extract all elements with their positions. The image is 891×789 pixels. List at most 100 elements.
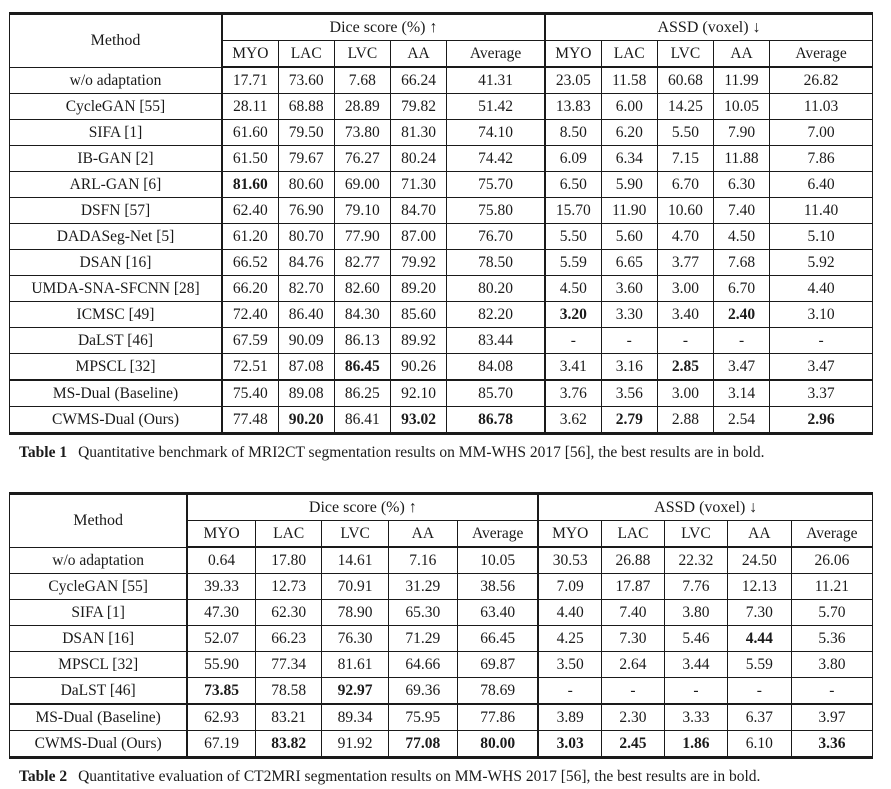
dice-cell: 80.00	[456, 730, 539, 758]
table-row: CycleGAN [55] 28.11 68.88 28.89 79.82 51.42 13…	[9, 93, 873, 120]
dice-cell: 90.26	[389, 353, 448, 381]
assd-cell: 7.86	[769, 145, 873, 172]
assd-cell: 1.86	[663, 730, 728, 758]
method-cell: DSAN [16]	[9, 249, 223, 276]
assd-cell: 6.10	[726, 730, 792, 758]
dice-group-header: Dice score (%) ↑	[221, 13, 546, 41]
dice-cell: 84.76	[277, 249, 335, 276]
assd-cell: 4.50	[712, 223, 771, 250]
assd-cell: 2.96	[769, 406, 873, 434]
dice-group-header: Dice score (%) ↑	[186, 493, 539, 521]
dice-cell: 39.33	[186, 573, 256, 600]
dice-cell: 66.45	[456, 625, 539, 652]
assd-cell: -	[726, 677, 792, 705]
dice-cell: 69.00	[333, 171, 391, 198]
assd-cell: 7.40	[712, 197, 771, 224]
method-cell: DSAN [16]	[9, 625, 188, 652]
assd-cell: 2.79	[600, 406, 658, 434]
column-header: LVC	[321, 520, 389, 548]
assd-cell: 3.80	[790, 651, 874, 678]
method-cell: MPSCL [32]	[9, 651, 188, 678]
header-group-row: Method Dice score (%) ↑ ASSD (voxel) ↓	[9, 493, 874, 548]
dice-cell: 31.29	[387, 573, 458, 600]
method-cell: IB-GAN [2]	[9, 145, 223, 172]
method-cell: CycleGAN [55]	[9, 573, 188, 600]
dice-cell: 62.93	[186, 703, 256, 731]
dice-cell: 93.02	[389, 406, 448, 434]
dice-cell: 73.80	[333, 119, 391, 146]
assd-cell: 3.50	[537, 651, 602, 678]
assd-cell: 8.50	[544, 119, 602, 146]
dice-cell: 61.60	[221, 119, 279, 146]
dice-cell: 89.08	[277, 379, 335, 407]
results-table-ct2mri: Method Dice score (%) ↑ ASSD (voxel) ↓ MYO L…	[9, 492, 874, 759]
table-row: DaLST [46] 67.59 90.09 86.13 89.92 83.44- - - - -	[9, 327, 873, 354]
assd-cell: 3.76	[544, 379, 602, 407]
table-row: MS-Dual (Baseline) 75.40 89.08 86.25 92.10 85…	[9, 379, 873, 407]
method-cell: DaLST [46]	[9, 677, 188, 705]
assd-cell: 6.37	[726, 703, 792, 731]
assd-cell: 3.56	[600, 379, 658, 407]
assd-cell: 5.50	[544, 223, 602, 250]
table-row: CWMS-Dual (Ours) 67.19 83.82 91.92 77.08 80.0…	[9, 730, 874, 758]
dice-cell: 79.67	[277, 145, 335, 172]
dice-cell: 86.78	[446, 406, 546, 434]
dice-cell: 47.30	[186, 599, 256, 626]
table-row: MPSCL [32] 55.90 77.34 81.61 64.66 69.87 3.50 2…	[9, 651, 874, 678]
method-cell: MS-Dual (Baseline)	[9, 379, 223, 407]
assd-cell: 4.70	[656, 223, 714, 250]
dice-cell: 79.10	[333, 197, 391, 224]
dice-cell: 62.30	[254, 599, 323, 626]
table-row: SIFA [1] 47.30 62.30 78.90 65.30 63.40 4.40 7.4…	[9, 599, 874, 626]
dice-cell: 92.97	[321, 677, 389, 705]
assd-cell: 6.40	[769, 171, 873, 198]
dice-cell: 82.70	[277, 275, 335, 302]
dice-cell: 83.82	[254, 730, 323, 758]
assd-cell: 4.25	[537, 625, 602, 652]
column-header: LVC	[656, 40, 714, 68]
method-cell: CycleGAN [55]	[9, 93, 223, 120]
table-2-block: Method Dice score (%) ↑ ASSD (voxel) ↓ MYO L…	[9, 492, 882, 787]
assd-cell: -	[663, 677, 728, 705]
header-group-row: Method Dice score (%) ↑ ASSD (voxel) ↓	[9, 13, 874, 68]
column-header: MYO	[537, 520, 602, 548]
assd-cell: 26.06	[790, 546, 874, 574]
dice-cell: 76.30	[321, 625, 389, 652]
table-row: DaLST [46] 73.85 78.58 92.97 69.36 78.69- - - - -	[9, 677, 874, 705]
assd-cell: 3.14	[712, 379, 771, 407]
dice-cell: 38.56	[456, 573, 539, 600]
dice-cell: 72.51	[221, 353, 279, 381]
assd-cell: 3.62	[544, 406, 602, 434]
method-cell: SIFA [1]	[9, 599, 188, 626]
assd-cell: -	[544, 327, 602, 354]
assd-cell: 2.54	[712, 406, 771, 434]
table-row: w/o adaptation 17.71 73.60 7.68 66.24 41.31 23…	[9, 66, 873, 94]
assd-group-header: ASSD (voxel) ↓	[537, 493, 874, 521]
dice-cell: 79.92	[389, 249, 448, 276]
assd-cell: 11.90	[600, 197, 658, 224]
method-column-header: Method	[9, 13, 223, 68]
table-row: UMDA-SNA-SFCNN [28] 66.20 82.70 82.60 89.20 8…	[9, 275, 873, 302]
method-cell: MS-Dual (Baseline)	[9, 703, 188, 731]
table-1-caption-text: Quantitative benchmark of MRI2CT segment…	[78, 444, 765, 461]
dice-cell: 7.16	[387, 546, 458, 574]
dice-cell: 74.10	[446, 119, 546, 146]
assd-cell: 7.76	[663, 573, 728, 600]
table-row: CWMS-Dual (Ours) 77.48 90.20 86.41 93.02 86.7…	[9, 406, 873, 434]
assd-cell: -	[790, 677, 874, 705]
column-header: LAC	[277, 40, 335, 68]
dice-cell: 69.87	[456, 651, 539, 678]
method-cell: DSFN [57]	[9, 197, 223, 224]
dice-cell: 80.20	[446, 275, 546, 302]
assd-cell: 6.34	[600, 145, 658, 172]
method-cell: w/o adaptation	[9, 66, 223, 94]
assd-cell: 2.85	[656, 353, 714, 381]
dice-cell: 65.30	[387, 599, 458, 626]
dice-cell: 70.91	[321, 573, 389, 600]
column-header: Average	[456, 520, 539, 548]
column-header: LVC	[333, 40, 391, 68]
assd-cell: 3.40	[656, 301, 714, 328]
dice-cell: 84.08	[446, 353, 546, 381]
column-header: AA	[389, 40, 448, 68]
dice-cell: 87.00	[389, 223, 448, 250]
